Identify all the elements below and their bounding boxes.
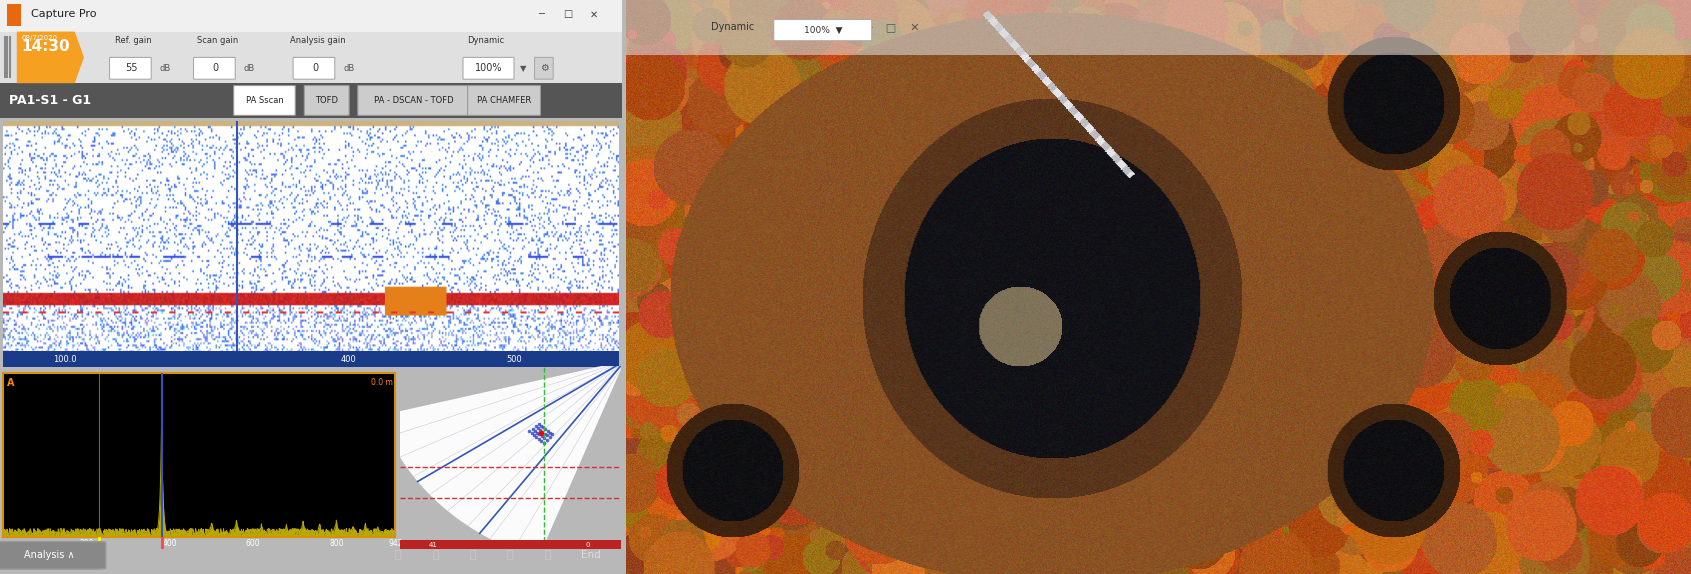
Text: PA CHAMFER: PA CHAMFER <box>477 96 531 105</box>
Text: 0: 0 <box>585 542 590 548</box>
Text: Analysis ∧: Analysis ∧ <box>24 550 74 560</box>
Text: Analysis gain: Analysis gain <box>289 36 345 45</box>
Text: ⬜: ⬜ <box>433 550 440 560</box>
Polygon shape <box>17 32 85 83</box>
FancyBboxPatch shape <box>304 86 348 115</box>
FancyBboxPatch shape <box>193 57 235 79</box>
Bar <box>0 0 622 32</box>
Text: TOFD: TOFD <box>315 96 338 105</box>
Text: 55: 55 <box>125 63 139 73</box>
Text: 14:30: 14:30 <box>20 38 69 53</box>
FancyBboxPatch shape <box>463 57 514 79</box>
Text: 08/7/2020: 08/7/2020 <box>22 35 57 41</box>
FancyBboxPatch shape <box>110 57 150 79</box>
Text: 0: 0 <box>213 63 220 73</box>
Text: 600: 600 <box>245 538 260 548</box>
Text: 200: 200 <box>79 538 95 548</box>
Text: PA - DSCAN - TOFD: PA - DSCAN - TOFD <box>374 96 453 105</box>
Text: 📋: 📋 <box>470 550 477 560</box>
Text: 500: 500 <box>506 355 523 364</box>
Text: PA Sscan: PA Sscan <box>245 96 284 105</box>
Text: 0: 0 <box>313 63 318 73</box>
Text: ─    □    ✕: ─ □ ✕ <box>864 22 920 32</box>
FancyBboxPatch shape <box>0 541 107 569</box>
FancyBboxPatch shape <box>233 86 296 115</box>
Text: Dynamic: Dynamic <box>467 36 504 45</box>
Text: 100%: 100% <box>475 63 502 73</box>
Bar <box>626 0 1691 55</box>
Text: 400: 400 <box>162 538 178 548</box>
Text: dB: dB <box>343 64 355 73</box>
Text: A: A <box>7 378 14 388</box>
Text: ✕: ✕ <box>590 9 597 20</box>
FancyBboxPatch shape <box>534 57 553 79</box>
Text: ⚙: ⚙ <box>539 63 550 73</box>
Text: Scan gain: Scan gain <box>198 36 238 45</box>
Text: PA1-S1 - G1: PA1-S1 - G1 <box>8 94 91 107</box>
Text: ─: ─ <box>538 9 545 20</box>
Text: 📷: 📷 <box>507 550 514 560</box>
Text: Dynamic: Dynamic <box>710 22 754 32</box>
Bar <box>401 540 621 549</box>
Text: 800: 800 <box>330 538 343 548</box>
Text: 0.0 m: 0.0 m <box>370 378 392 387</box>
Text: 100%  ▼: 100% ▼ <box>803 26 842 35</box>
FancyBboxPatch shape <box>774 20 873 41</box>
Text: dB: dB <box>244 64 255 73</box>
Text: End: End <box>582 550 600 560</box>
Text: 400: 400 <box>340 355 355 364</box>
Text: 100.0: 100.0 <box>52 355 76 364</box>
Text: 942: 942 <box>389 538 402 548</box>
Text: ▼: ▼ <box>519 64 526 73</box>
Text: 📄: 📄 <box>545 550 551 560</box>
FancyBboxPatch shape <box>358 86 470 115</box>
Bar <box>3 351 619 367</box>
Text: 41: 41 <box>430 542 438 548</box>
Text: 🔗: 🔗 <box>396 550 401 560</box>
FancyBboxPatch shape <box>293 57 335 79</box>
Bar <box>7 4 22 26</box>
Text: dB: dB <box>161 64 171 73</box>
Bar <box>0 83 622 118</box>
Text: Ref. gain: Ref. gain <box>115 36 152 45</box>
Text: □: □ <box>563 9 572 20</box>
Polygon shape <box>380 360 626 559</box>
FancyBboxPatch shape <box>468 86 541 115</box>
Bar <box>0 32 622 83</box>
Text: Capture Pro: Capture Pro <box>30 9 96 20</box>
